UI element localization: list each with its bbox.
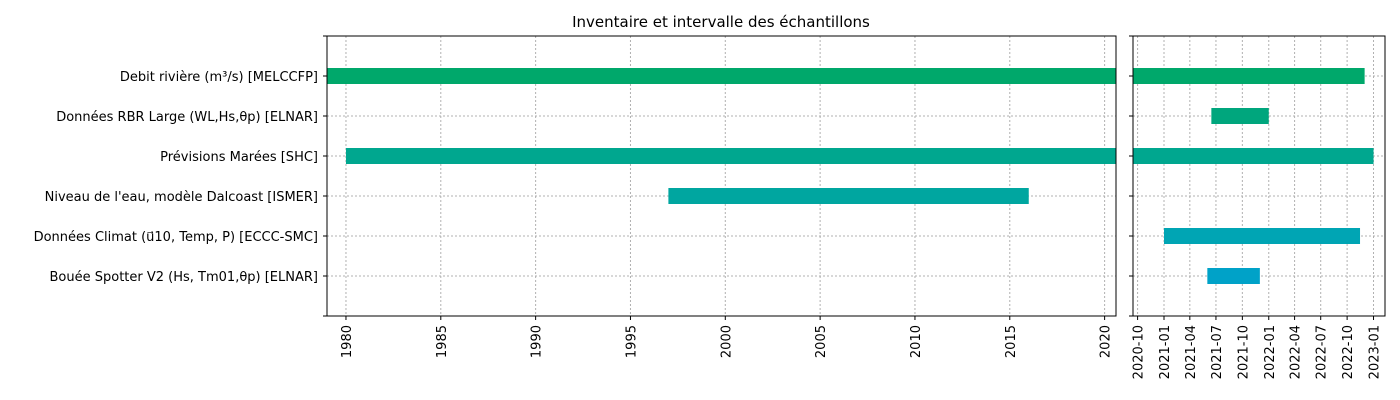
y-tick-label: Niveau de l'eau, modèle Dalcoast [ISMER] (45, 190, 318, 205)
right-bars (1133, 68, 1374, 284)
x-tick-label: 2021-10 (1236, 325, 1251, 379)
bar-left-row-2 (345, 148, 1117, 164)
y-tick-label: Données RBR Large (WL,Hs,θp) [ELNAR] (56, 110, 318, 125)
x-tick-label: 2015 (1004, 325, 1019, 358)
left-x-axis: 1980 1985 1990 1995 2000 2005 2010 2015 2020 (340, 316, 1114, 358)
x-tick-label: 1995 (624, 325, 639, 358)
x-tick-label: 1990 (530, 325, 545, 358)
x-tick-label: 2022-04 (1289, 325, 1304, 379)
bar-right-row-4 (1163, 228, 1361, 244)
chart-title: Inventaire et intervalle des échantillon… (572, 13, 870, 31)
right-y-axis (1129, 35, 1133, 317)
x-tick-label: 2005 (814, 325, 829, 358)
x-tick-label: 2022-07 (1315, 325, 1330, 379)
x-tick-label: 2020 (1099, 325, 1114, 358)
x-tick-label: 2022-01 (1263, 325, 1278, 379)
y-tick-label: Données Climat (u⃗10, Temp, P) [ECCC-SMC… (34, 230, 318, 245)
y-tick-label: Prévisions Marées [SHC] (160, 150, 318, 165)
y-tick-label: Debit rivière (m³/s) [MELCCFP] (120, 70, 318, 85)
left-axes-frame (326, 35, 1117, 317)
x-tick-label: 2021-01 (1158, 325, 1173, 379)
x-tick-label: 2020-10 (1132, 325, 1147, 379)
bar-left-row-0 (327, 68, 1116, 84)
x-tick-label: 1985 (435, 325, 450, 358)
x-tick-label: 1980 (340, 325, 355, 358)
left-panel: Debit rivière (m³/s) [MELCCFP] Données RB… (34, 35, 1117, 358)
right-panel: 2020-10 2021-01 2021-04 2021-07 2021-10 2022-… (1129, 35, 1386, 379)
bar-right-row-1 (1211, 108, 1269, 124)
left-y-axis: Debit rivière (m³/s) [MELCCFP] Données RB… (34, 35, 327, 317)
y-tick-label: Bouée Spotter V2 (Hs, Tm01,θp) [ELNAR] (50, 270, 319, 285)
x-tick-label: 2000 (719, 325, 734, 358)
right-axes-frame (1132, 35, 1386, 317)
x-tick-label: 2022-10 (1341, 325, 1356, 379)
bar-right-row-0 (1133, 68, 1365, 84)
left-bars (327, 68, 1117, 204)
x-tick-label: 2023-01 (1368, 325, 1383, 379)
bar-right-row-5 (1207, 268, 1260, 284)
right-x-axis: 2020-10 2021-01 2021-04 2021-07 2021-10 2022-… (1132, 316, 1383, 379)
x-tick-label: 2021-04 (1184, 325, 1199, 379)
bar-left-row-3 (668, 188, 1029, 204)
bar-right-row-2 (1133, 148, 1374, 164)
x-tick-label: 2010 (909, 325, 924, 358)
x-tick-label: 2021-07 (1210, 325, 1225, 379)
